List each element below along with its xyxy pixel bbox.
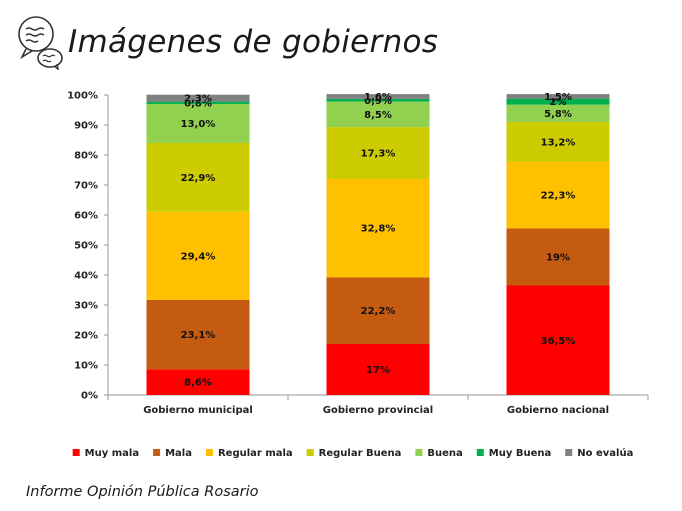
data-label: 2,3%: [184, 94, 212, 105]
data-label: 19%: [546, 253, 570, 264]
y-tick-label: 80%: [74, 151, 98, 162]
x-category-label: Gobierno provincial: [323, 405, 433, 416]
footer-source: Informe Opinión Pública Rosario: [26, 484, 259, 500]
legend-label-no-evalua: No evalúa: [577, 447, 633, 459]
data-label: 0,9%: [364, 96, 392, 107]
bar-segment-muy-buena: [326, 98, 430, 102]
bar-segment-regular-buena: [146, 143, 250, 212]
data-label: 23,1%: [181, 330, 216, 341]
y-tick-label: 0%: [81, 391, 98, 402]
speech-bubbles-icon: [18, 16, 63, 70]
legend-swatch-mala: [153, 449, 161, 456]
y-tick-label: 60%: [74, 211, 98, 222]
legend-label-muy-buena: Muy Buena: [489, 448, 551, 459]
data-label: 5,8%: [544, 109, 572, 120]
legend-label-regular-mala: Regular mala: [218, 448, 293, 459]
bar-segment-no-evalua: [146, 94, 250, 102]
y-tick-label: 30%: [74, 301, 98, 312]
y-tick-label: 20%: [74, 331, 98, 342]
bar-segment-buena: [506, 104, 610, 122]
legend-swatch-no-evalua: [565, 449, 573, 456]
data-label: 22,9%: [181, 173, 216, 184]
bar-segment-regular-buena: [326, 127, 430, 179]
bar-segment-muy-buena: [146, 101, 250, 104]
data-label: 22,3%: [541, 191, 576, 202]
bar-segment-buena: [146, 104, 250, 143]
bar-segment-muy-mala: [326, 344, 430, 395]
data-label: 32,8%: [361, 224, 396, 235]
data-label: 8,6%: [184, 378, 212, 389]
data-label: 0,8%: [184, 98, 212, 109]
data-label: 17%: [366, 365, 390, 376]
bar-segment-mala: [146, 299, 250, 370]
y-tick-label: 90%: [74, 121, 98, 132]
bar-segment-regular-buena: [506, 122, 610, 162]
data-label: 1,6%: [364, 92, 392, 103]
data-label: 1,5%: [544, 92, 572, 103]
legend-swatch-muy-mala: [72, 449, 80, 456]
data-label: 17,3%: [361, 149, 396, 160]
legend-label-muy-mala: Muy mala: [85, 448, 139, 459]
legend-swatch-regular-mala: [205, 449, 213, 456]
bar-segment-muy-mala: [506, 285, 610, 395]
y-tick-label: 70%: [74, 181, 98, 192]
x-category-label: Gobierno nacional: [507, 405, 609, 416]
y-tick-label: 100%: [67, 91, 98, 102]
bar-segment-muy-mala: [146, 369, 250, 395]
bar-segment-regular-mala: [506, 161, 610, 229]
data-label: 36,5%: [541, 336, 576, 347]
legend-swatch-muy-buena: [476, 449, 484, 456]
data-label: 2%: [550, 97, 567, 108]
bar-segment-regular-mala: [146, 211, 250, 300]
data-label: 8,5%: [364, 110, 392, 121]
data-label: 22,2%: [361, 306, 396, 317]
bar-segment-no-evalua: [326, 94, 430, 99]
x-category-label: Gobierno municipal: [143, 405, 253, 416]
bar-segment-muy-buena: [506, 98, 610, 105]
y-tick-label: 40%: [74, 271, 98, 282]
legend-label-regular-buena: Regular Buena: [319, 448, 402, 459]
bar-segment-mala: [326, 277, 430, 344]
legend-swatch-regular-buena: [306, 449, 314, 456]
stacked-bar-chart: 0% 10% 20% 30% 40% 50% 60% 70% 80% 90% 100% 8,6% 23,…: [67, 91, 649, 459]
data-label: 29,4%: [181, 251, 216, 262]
legend-label-mala: Mala: [165, 448, 192, 459]
page-title: Imágenes de gobiernos: [68, 24, 439, 60]
y-tick-label: 10%: [74, 361, 98, 372]
data-label: 13,0%: [181, 119, 216, 130]
legend-label-buena: Buena: [427, 448, 462, 459]
bar-segment-mala: [506, 228, 610, 286]
legend-swatch-buena: [415, 449, 423, 456]
bar-segment-no-evalua: [506, 94, 610, 99]
data-label: 13,2%: [541, 137, 576, 148]
bar-segment-buena: [326, 101, 430, 128]
y-tick-label: 50%: [74, 241, 98, 252]
bar-segment-regular-mala: [326, 179, 430, 278]
